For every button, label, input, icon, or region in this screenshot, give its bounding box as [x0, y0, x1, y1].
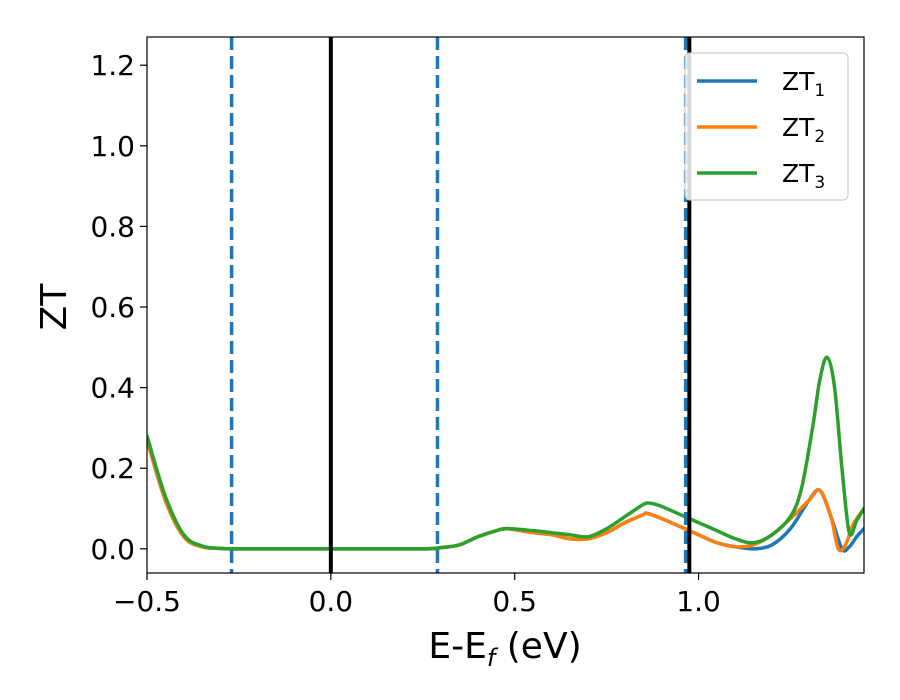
- y-tick-label: 0.2: [90, 452, 135, 485]
- y-tick-label: 0.8: [90, 210, 135, 243]
- y-tick-label: 0.4: [90, 372, 135, 405]
- legend: ZT1 ZT2 ZT3: [684, 52, 849, 201]
- series-line-2: [147, 438, 864, 553]
- y-axis-label: ZT: [34, 283, 75, 331]
- x-axis-label: E-Ef (eV): [428, 626, 581, 672]
- x-tick-label: −0.5: [113, 585, 181, 618]
- y-tick-label: 0.6: [90, 291, 135, 324]
- x-axis-label-unit: (eV): [495, 626, 581, 667]
- x-tick-label: 0.5: [492, 585, 537, 618]
- y-tick-label: 1.0: [90, 130, 135, 163]
- legend-label-2: ZT2: [782, 113, 825, 147]
- x-axis-label-main: E-E: [428, 626, 486, 667]
- series-line-3: [147, 355, 864, 551]
- plot-frame: [146, 36, 865, 574]
- y-tick-label: 0.0: [90, 533, 135, 566]
- x-tick-label: 1.0: [676, 585, 721, 618]
- series-line-1: [147, 438, 864, 553]
- ticks: −0.5 0.0 0.5 1.0 0.0 0.2 0.4 0.6 0.8 1.0 1.2: [90, 49, 720, 618]
- legend-label-3: ZT3: [782, 159, 825, 193]
- legend-box: [684, 52, 849, 201]
- y-tick-label: 1.2: [90, 49, 135, 82]
- legend-label-1: ZT1: [782, 67, 825, 101]
- x-tick-label: 0.0: [309, 585, 354, 618]
